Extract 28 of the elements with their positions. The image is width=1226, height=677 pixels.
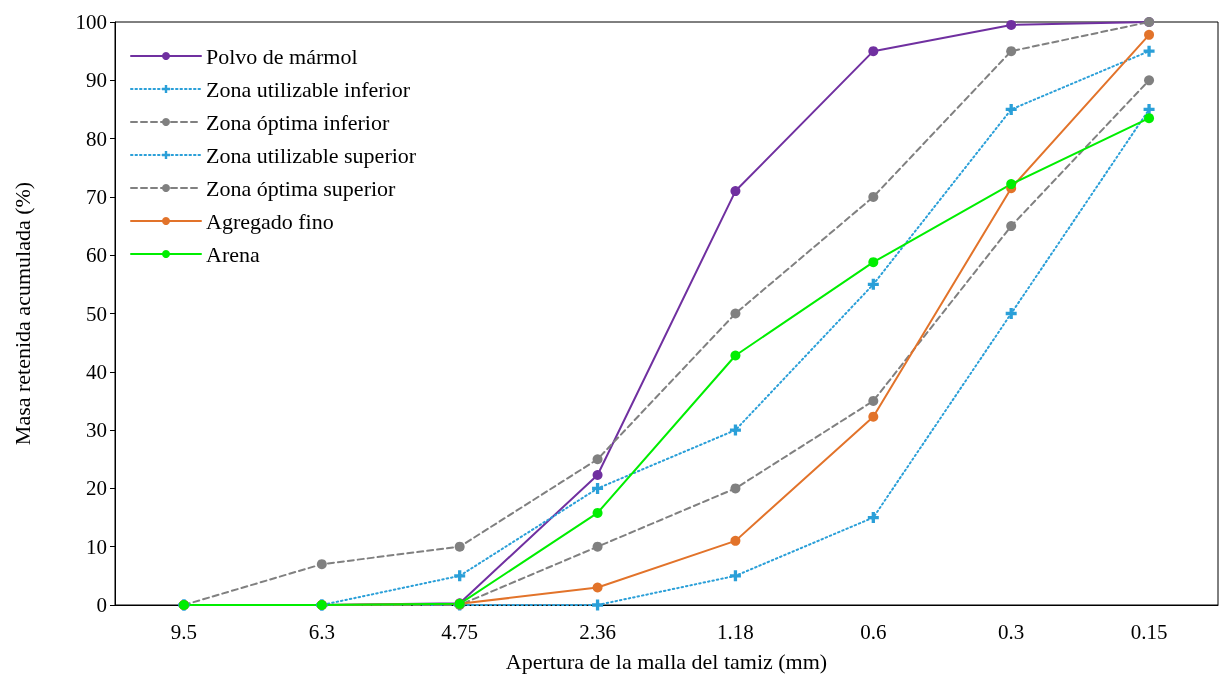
legend-label: Zona óptima superior	[206, 175, 397, 201]
y-tick-label: 10	[86, 534, 107, 559]
x-tick-label: 1.18	[717, 619, 754, 644]
y-tick-label: 20	[86, 476, 107, 501]
y-tick-label: 0	[96, 593, 107, 617]
y-tick-label: 90	[86, 68, 107, 93]
y-tick-label: 60	[86, 243, 107, 268]
legend-label: Zona óptima inferior	[206, 109, 390, 135]
x-tick-label: 2.36	[579, 619, 616, 644]
legend-label: Arena	[206, 241, 260, 267]
x-tick-label: 9.5	[170, 619, 198, 644]
y-tick-label: 30	[86, 418, 107, 443]
y-tick-label: 100	[75, 10, 107, 34]
x-tick-label: 0.6	[860, 619, 887, 644]
legend-label: Zona utilizable inferior	[206, 76, 411, 102]
y-tick-label: 50	[86, 301, 107, 326]
y-axis-title: Masa retenida acumulada (%)	[9, 181, 35, 446]
x-tick-label: 0.3	[998, 619, 1025, 644]
x-tick-label: 6.3	[308, 619, 335, 644]
legend-label: Agregado fino	[206, 208, 334, 234]
x-axis-title: Apertura de la malla del tamiz (mm)	[505, 648, 828, 674]
x-tick-label: 0.15	[1130, 619, 1168, 644]
y-tick-label: 40	[86, 359, 107, 384]
legend-label: Zona utilizable superior	[206, 142, 417, 168]
y-tick-label: 80	[86, 126, 107, 151]
legend-label: Polvo de mármol	[206, 43, 358, 69]
y-tick-label: 70	[86, 184, 107, 209]
x-tick-label: 4.75	[441, 619, 479, 644]
